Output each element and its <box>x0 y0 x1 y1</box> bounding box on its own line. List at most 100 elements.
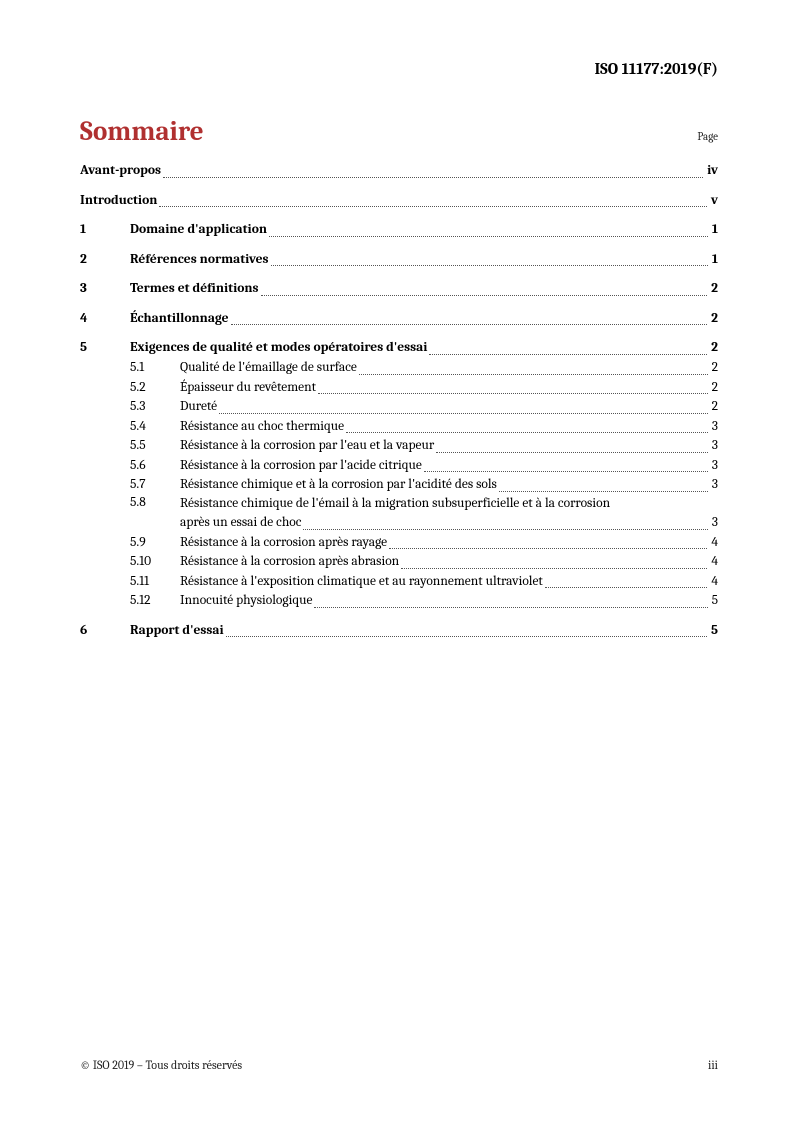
toc-entry-title: Références normatives <box>130 250 269 270</box>
toc-entry-page: 2 <box>709 338 718 358</box>
toc-entry-num: 5.6 <box>130 456 180 476</box>
toc-leader-dots <box>429 354 707 355</box>
toc-entry-page: iv <box>705 161 718 181</box>
toc-entry-page: 2 <box>710 397 718 417</box>
toc-entry-5-1: 5.1 Qualité de l'émaillage de surface 2 <box>80 358 718 378</box>
toc-entry-num: 5 <box>80 338 130 358</box>
toc-entry-num: 5.10 <box>130 552 180 572</box>
page-number: iii <box>708 1058 718 1072</box>
toc-entry-5-5: 5.5 Résistance à la corrosion par l'eau … <box>80 436 718 456</box>
toc-leader-dots <box>545 587 708 588</box>
toc-entry-5-4: 5.4 Résistance au choc thermique 3 <box>80 417 718 437</box>
toc-entry-title: Avant-propos <box>80 161 161 181</box>
toc-entry-section-4: 4 Échantillonnage 2 <box>80 309 718 329</box>
toc-entry-section-3: 3 Termes et définitions 2 <box>80 279 718 299</box>
toc-leader-dots <box>226 636 707 637</box>
toc-entry-page: 1 <box>710 220 718 240</box>
toc-entry-section-6: 6 Rapport d'essai 5 <box>80 621 718 641</box>
toc-entry-num: 6 <box>80 621 130 641</box>
toc-entry-page: 3 <box>710 417 718 437</box>
toc-entry-title: Résistance à l'exposition climatique et … <box>180 572 543 592</box>
page-column-label: Page <box>697 130 718 143</box>
toc-entry-section-2: 2 Références normatives 1 <box>80 250 718 270</box>
toc-entry-num: 5.8 <box>130 495 180 533</box>
toc-leader-dots <box>219 413 708 414</box>
toc-entry-title: Rapport d'essai <box>130 621 224 641</box>
toc-entry-num: 3 <box>80 279 130 299</box>
toc-title: Sommaire <box>80 116 204 147</box>
toc-entry-num: 1 <box>80 220 130 240</box>
toc-leader-dots <box>346 432 708 433</box>
toc-entry-page: 2 <box>710 358 718 378</box>
toc-leader-dots <box>261 295 708 296</box>
toc-entry-num: 5.12 <box>130 591 180 611</box>
toc-entry-num: 4 <box>80 309 130 329</box>
toc-leader-dots <box>231 324 708 325</box>
toc-entry-introduction: Introduction v <box>80 191 718 211</box>
toc-entry-avant-propos: Avant-propos iv <box>80 161 718 181</box>
toc-entry-5-12: 5.12 Innocuité physiologique 5 <box>80 591 718 611</box>
document-id: ISO 11177:2019(F) <box>80 60 718 78</box>
toc-entry-page: 5 <box>710 591 718 611</box>
toc-entry-5-6: 5.6 Résistance à la corrosion par l'acid… <box>80 456 718 476</box>
toc-entry-num: 5.5 <box>130 436 180 456</box>
toc-indent <box>80 495 130 533</box>
title-row: Sommaire Page <box>80 116 718 147</box>
toc-entry-title: Qualité de l'émaillage de surface <box>180 358 357 378</box>
toc-entry-5-2: 5.2 Épaisseur du revêtement 2 <box>80 378 718 398</box>
toc-entry-5-9: 5.9 Résistance à la corrosion après raya… <box>80 533 718 553</box>
toc-leader-dots <box>159 206 707 207</box>
toc-entry-title: Résistance à la corrosion par l'acide ci… <box>180 456 422 476</box>
toc-entry-title: Résistance au choc thermique <box>180 417 344 437</box>
toc-entry-page: 2 <box>709 309 718 329</box>
toc-entry-page: 4 <box>709 572 718 592</box>
toc-entry-title: Dureté <box>180 397 217 417</box>
toc-leader-dots <box>318 393 708 394</box>
toc-entry-title: Termes et définitions <box>130 279 259 299</box>
toc-entry-num: 5.1 <box>130 358 180 378</box>
copyright-notice: © ISO 2019 – Tous droits réservés <box>80 1058 242 1072</box>
toc-entry-5-8: 5.8 Résistance chimique de l'émail à la … <box>80 495 718 533</box>
toc-entry-title: Épaisseur du revêtement <box>180 378 316 398</box>
toc-leader-dots <box>314 607 707 608</box>
toc-entry-num: 2 <box>80 250 130 270</box>
toc-entry-page: 4 <box>709 533 718 553</box>
toc-entry-title-line1: Résistance chimique de l'émail à la migr… <box>180 495 718 514</box>
toc-entry-title: Résistance à la corrosion par l'eau et l… <box>180 436 434 456</box>
toc-entry-page: 3 <box>710 475 718 495</box>
toc-entry-title: Innocuité physiologique <box>180 591 312 611</box>
toc-entry-page: 1 <box>710 250 718 270</box>
toc-entry-page: 3 <box>710 514 718 533</box>
toc-leader-dots <box>271 265 708 266</box>
toc-leader-dots <box>499 491 708 492</box>
toc-entry-title: Résistance à la corrosion après abrasion <box>180 552 399 572</box>
toc-entry-title: Exigences de qualité et modes opératoire… <box>130 338 427 358</box>
toc-leader-dots <box>359 374 708 375</box>
toc-entry-page: 3 <box>710 456 718 476</box>
toc-entry-num: 5.3 <box>130 397 180 417</box>
toc-entry-num: 5.7 <box>130 475 180 495</box>
toc-entry-5-3: 5.3 Dureté 2 <box>80 397 718 417</box>
toc-entry-page: 2 <box>710 378 718 398</box>
toc-entry-page: v <box>709 191 718 211</box>
toc-entry-title: Domaine d'application <box>130 220 267 240</box>
toc-leader-dots <box>269 236 708 237</box>
toc-entry-5-11: 5.11 Résistance à l'exposition climatiqu… <box>80 572 718 592</box>
toc-entry-page: 5 <box>709 621 718 641</box>
toc-leader-dots <box>436 452 708 453</box>
toc-entry-title: Introduction <box>80 191 157 211</box>
toc-entry-5-10: 5.10 Résistance à la corrosion après abr… <box>80 552 718 572</box>
toc-leader-dots <box>401 568 707 569</box>
toc-entry-title: Résistance à la corrosion après rayage <box>180 533 387 553</box>
toc-entry-5-7: 5.7 Résistance chimique et à la corrosio… <box>80 475 718 495</box>
toc-leader-dots <box>424 471 708 472</box>
toc-entry-title: Échantillonnage <box>130 309 229 329</box>
toc-entry-num: 5.2 <box>130 378 180 398</box>
toc-leader-dots <box>163 177 703 178</box>
toc-entry-title-line2: après un essai de choc <box>180 514 301 533</box>
table-of-contents: Avant-propos iv Introduction v 1 Domaine… <box>80 161 718 640</box>
page-footer: © ISO 2019 – Tous droits réservés iii <box>80 1058 718 1072</box>
page: ISO 11177:2019(F) Sommaire Page Avant-pr… <box>0 0 793 1122</box>
toc-entry-page: 4 <box>709 552 718 572</box>
toc-leader-dots <box>389 548 707 549</box>
